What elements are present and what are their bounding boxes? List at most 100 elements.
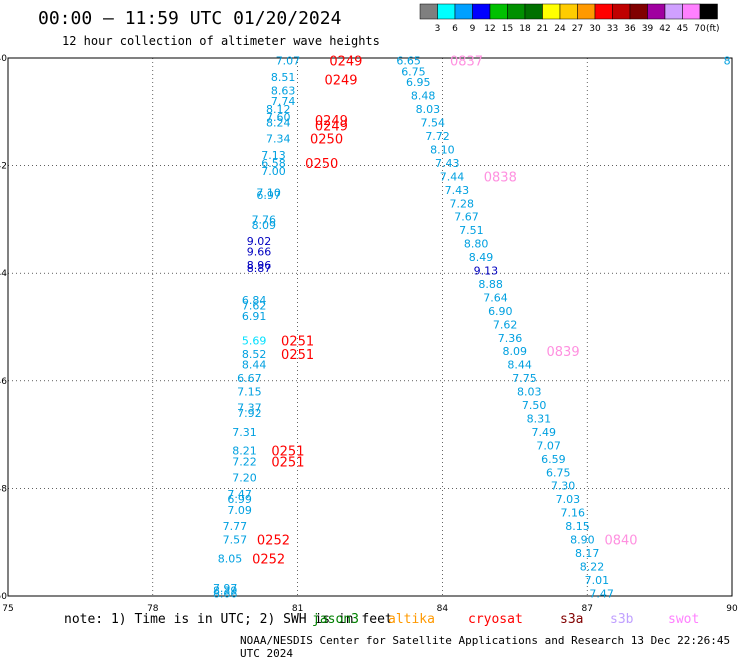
- swh-value-label: 6.67: [237, 372, 262, 385]
- swh-value-label: 7.31: [232, 426, 257, 439]
- pass-time-label: 0838: [484, 170, 517, 185]
- swh-value-label: 8.44: [507, 359, 532, 372]
- swh-value-label: 8.39: [213, 585, 238, 598]
- legend-unit: (ft): [706, 24, 720, 34]
- x-tick-label: 90: [726, 604, 738, 614]
- swh-value-label: 8.49: [469, 251, 494, 264]
- swh-value-label: 8.22: [580, 560, 605, 573]
- swh-value-label: 7.74: [271, 95, 296, 108]
- legend-label: 21: [537, 24, 548, 34]
- pass-time-label: 0251: [281, 348, 314, 363]
- swh-value-label: 7.76: [252, 213, 277, 226]
- swh-value-label: 7.13: [261, 149, 286, 162]
- y-tick-label: -46: [0, 377, 7, 387]
- swh-value-label: 8.17: [575, 547, 600, 560]
- swh-value-label: 7.92: [237, 407, 262, 420]
- swh-value-label: 7.37: [237, 402, 262, 415]
- swh-value-label: 8.44: [242, 359, 267, 372]
- swh-value-label: 6.90: [488, 305, 513, 318]
- swh-value-label: 8.88: [478, 278, 503, 291]
- swh-value-label: 6.99: [227, 493, 252, 506]
- pass-time-label: 0252: [252, 552, 285, 567]
- swh-value-label: 8.24: [266, 117, 291, 130]
- swh-value-label: 8: [724, 55, 731, 68]
- swh-value-label: 6.75: [401, 65, 426, 78]
- swh-value-label: 7.60: [266, 111, 291, 124]
- pass-time-label: 0249: [315, 119, 348, 134]
- swh-value-label: 8.10: [430, 143, 455, 156]
- y-tick-label: -42: [0, 162, 7, 172]
- swh-value-label: 7.47: [589, 587, 614, 600]
- swh-value-label: 8.96: [247, 259, 272, 272]
- x-tick-label: 75: [2, 604, 13, 614]
- pass-time-label: 0251: [271, 456, 304, 471]
- pass-time-label: 0837: [450, 55, 483, 70]
- swh-value-label: 7.07: [536, 439, 561, 452]
- swh-value-label: 8.12: [266, 103, 291, 116]
- pass-time-label: 0249: [329, 55, 362, 70]
- footer-credit: NOAA/NESDIS Center for Satellite Applica…: [240, 634, 731, 660]
- color-legend: 3 6 9 12 15 18 21 24 27 30 33 36 39 42 45 70 (ft): [419, 3, 720, 34]
- swh-value-label: 7.43: [435, 157, 460, 170]
- swh-value-label: 8.05: [218, 552, 243, 565]
- swh-value-label: 7.22: [232, 456, 257, 469]
- swh-value-label: 7.67: [454, 211, 479, 224]
- swh-value-label: 7.03: [556, 493, 581, 506]
- satellite-label-cryosat: cryosat: [468, 612, 523, 627]
- pass-time-label: 0252: [257, 534, 290, 549]
- pass-time-label: 0251: [271, 445, 304, 460]
- legend-label: 12: [484, 24, 495, 34]
- note-text: note: 1) Time is in UTC; 2) SWH is in fe…: [64, 612, 393, 627]
- swh-value-label: 8.03: [517, 386, 542, 399]
- pass-time-label: 0249: [324, 74, 357, 89]
- swh-value-label: 7.72: [425, 130, 450, 143]
- swh-value-label: 8.51: [271, 71, 296, 84]
- swh-value-label: 7.01: [585, 574, 610, 587]
- x-tick-label: 81: [292, 604, 303, 614]
- legend-label: 45: [677, 24, 688, 34]
- legend-label: 18: [519, 24, 531, 34]
- legend-label: 70: [694, 24, 706, 34]
- swh-value-label: 8.80: [464, 238, 489, 251]
- pass-time-label: 0251: [281, 334, 314, 349]
- swh-value-label: 7.51: [459, 224, 484, 237]
- pass-time-label: 0840: [604, 534, 637, 549]
- swh-value-label: 7.49: [532, 426, 557, 439]
- swh-value-label: 7.77: [223, 520, 248, 533]
- swh-value-label: 6.65: [396, 55, 421, 68]
- swh-value-label: 7.34: [266, 133, 291, 146]
- swh-value-label: 8.21: [232, 445, 257, 458]
- swh-value-label: 7.57: [223, 534, 248, 547]
- swh-value-label: 7.43: [445, 184, 470, 197]
- swh-value-label: 7.36: [498, 332, 523, 345]
- satellite-label-s3b: s3b: [610, 612, 634, 627]
- swh-value-label: 6.95: [406, 76, 431, 89]
- legend-label: 9: [470, 24, 476, 34]
- swh-value-label: 8.09: [503, 345, 528, 358]
- swh-value-label: 8.63: [271, 84, 296, 97]
- swh-value-label: 7.47: [227, 488, 252, 501]
- legend-label: 30: [589, 24, 601, 34]
- swh-value-label: 8.48: [411, 90, 436, 103]
- swh-value-label: 8.87: [247, 262, 272, 275]
- swh-value-label: 8.90: [570, 534, 595, 547]
- swh-value-label: 7.44: [440, 170, 465, 183]
- swh-value-label: 7.62: [493, 318, 518, 331]
- swh-value-label: 6.59: [541, 453, 566, 466]
- legend-label: 33: [607, 24, 618, 34]
- swh-value-label: 7.28: [449, 197, 474, 210]
- legend-label: 6: [452, 24, 458, 34]
- y-tick-label: -40: [0, 54, 7, 64]
- swh-value-label: 8.31: [527, 412, 552, 425]
- satellite-label-swot: swot: [668, 612, 700, 627]
- satellite-label-jason3: jason3: [312, 612, 359, 627]
- swh-value-label: 8.66: [213, 587, 238, 600]
- pass-time-label: 0250: [305, 157, 338, 172]
- legend-label: 24: [554, 24, 566, 34]
- swh-value-label: 9.66: [247, 246, 272, 259]
- swh-value-label: 7.54: [420, 117, 445, 130]
- swh-value-label: 7.62: [242, 299, 267, 312]
- swh-value-label: 7.30: [551, 480, 576, 493]
- y-tick-label: -44: [0, 269, 7, 279]
